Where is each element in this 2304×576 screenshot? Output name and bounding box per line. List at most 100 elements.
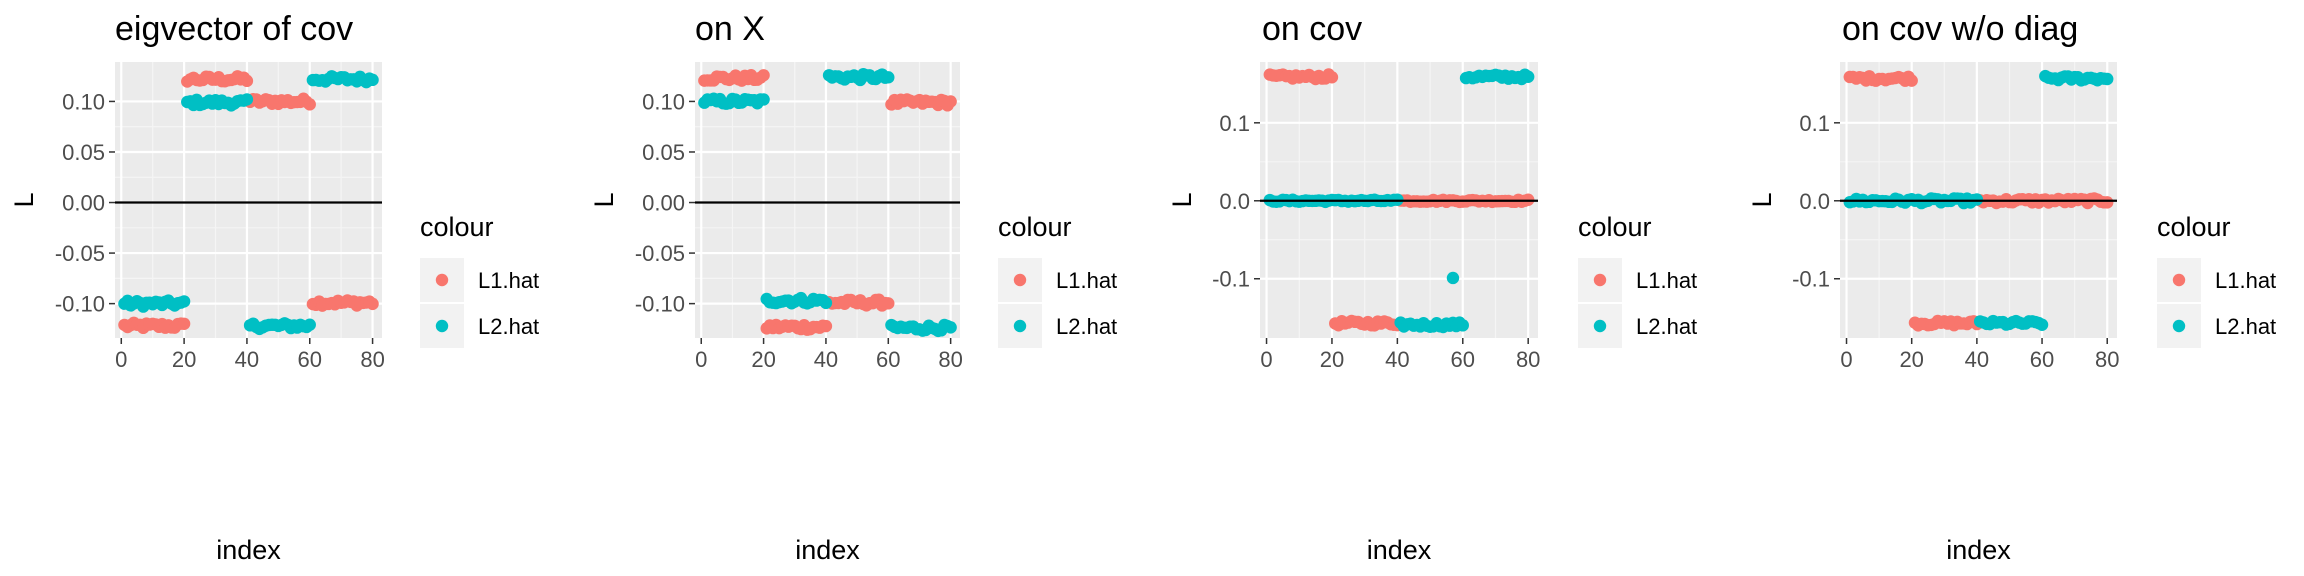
legend-label: L1.hat bbox=[1056, 268, 1117, 293]
legend-label: L1.hat bbox=[478, 268, 539, 293]
legend-swatch bbox=[1013, 319, 1027, 333]
legend-swatch bbox=[2172, 319, 2186, 333]
data-point bbox=[757, 69, 770, 82]
y-tick-label: -0.1 bbox=[1792, 267, 1830, 292]
data-point bbox=[177, 317, 191, 330]
x-tick-label: 80 bbox=[360, 347, 384, 372]
data-point bbox=[1521, 70, 1535, 83]
legend-title: colour bbox=[420, 212, 494, 242]
legend-label: L2.hat bbox=[2215, 314, 2276, 339]
data-point bbox=[240, 93, 254, 106]
legend: colour L1.hat L2.hat bbox=[1578, 212, 1697, 348]
data-point bbox=[819, 319, 833, 333]
panel-title: on X bbox=[695, 10, 765, 48]
legend-swatch bbox=[1013, 273, 1027, 287]
legend: colour L1.hat L2.hat bbox=[420, 212, 539, 348]
data-point bbox=[882, 297, 895, 310]
legend-label: L1.hat bbox=[1636, 268, 1697, 293]
data-point bbox=[240, 74, 254, 88]
legend-swatch bbox=[435, 273, 449, 287]
x-tick-label: 20 bbox=[172, 347, 196, 372]
y-tick-label: -0.05 bbox=[55, 241, 105, 266]
series-L2.hat bbox=[698, 67, 957, 338]
x-axis-title: index bbox=[1367, 535, 1432, 565]
x-tick-label: 0 bbox=[1840, 347, 1852, 372]
x-tick-label: 80 bbox=[1516, 347, 1540, 372]
data-point bbox=[1905, 74, 1918, 87]
y-tick-label: 0.00 bbox=[62, 191, 105, 216]
x-tick-label: 40 bbox=[235, 347, 259, 372]
x-tick-label: 80 bbox=[938, 347, 962, 372]
data-point bbox=[2101, 72, 2114, 86]
x-axis-title: index bbox=[216, 535, 281, 565]
y-axis-title: L bbox=[589, 192, 619, 207]
y-tick-label: 0.0 bbox=[1799, 189, 1830, 214]
x-tick-label: 0 bbox=[1260, 347, 1272, 372]
data-point bbox=[944, 95, 957, 108]
legend: colour L1.hat L2.hat bbox=[2157, 212, 2276, 348]
panel-4: -0.1 0.0 0.1 0 20 40 60 80 on cov w/o diag index L… bbox=[1747, 10, 2276, 565]
y-tick-label: -0.10 bbox=[635, 292, 685, 317]
legend-title: colour bbox=[1578, 212, 1652, 242]
y-tick-label: 0.0 bbox=[1219, 189, 1250, 214]
data-point bbox=[944, 321, 957, 334]
data-point bbox=[1970, 193, 1984, 206]
series-L1.hat bbox=[1843, 70, 2114, 332]
x-axis-title: index bbox=[1946, 535, 2011, 565]
y-axis-title: L bbox=[1747, 192, 1777, 207]
y-tick-label: -0.05 bbox=[635, 241, 685, 266]
panel-2: -0.10 -0.05 0.00 0.05 0.10 0 20 40 60 80 on X index… bbox=[589, 10, 1117, 565]
y-tick-label: 0.1 bbox=[1219, 111, 1250, 136]
y-tick-label: 0.05 bbox=[642, 140, 685, 165]
legend-label: L2.hat bbox=[1636, 314, 1697, 339]
panel-background bbox=[115, 62, 382, 338]
legend-swatch bbox=[2172, 273, 2186, 287]
x-tick-label: 40 bbox=[1965, 347, 1989, 372]
data-point bbox=[1446, 271, 1460, 285]
panel-title: on cov w/o diag bbox=[1842, 10, 2078, 48]
data-point bbox=[882, 71, 895, 84]
x-tick-label: 20 bbox=[1899, 347, 1923, 372]
y-tick-label: 0.05 bbox=[62, 140, 105, 165]
legend-title: colour bbox=[2157, 212, 2231, 242]
y-axis-title: L bbox=[1167, 192, 1197, 207]
legend-label: L2.hat bbox=[1056, 314, 1117, 339]
y-tick-label: -0.1 bbox=[1212, 267, 1250, 292]
y-tick-label: 0.10 bbox=[642, 89, 685, 114]
x-tick-label: 40 bbox=[814, 347, 838, 372]
data-point bbox=[366, 73, 379, 87]
data-point bbox=[1325, 71, 1339, 84]
data-point bbox=[366, 297, 379, 311]
y-tick-label: -0.10 bbox=[55, 292, 105, 317]
legend-swatch bbox=[1593, 273, 1607, 287]
x-axis-title: index bbox=[795, 535, 860, 565]
data-point bbox=[819, 296, 833, 310]
x-tick-label: 20 bbox=[751, 347, 775, 372]
x-tick-label: 0 bbox=[115, 347, 127, 372]
data-point bbox=[303, 318, 316, 331]
legend: colour L1.hat L2.hat bbox=[998, 212, 1117, 348]
data-point bbox=[2035, 318, 2049, 331]
series-L1.hat bbox=[118, 70, 379, 335]
x-tick-label: 60 bbox=[2030, 347, 2054, 372]
panel-1: -0.10 -0.05 0.00 0.05 0.10 0 20 40 60 80 eigvector… bbox=[9, 10, 539, 565]
x-tick-label: 40 bbox=[1385, 347, 1409, 372]
y-axis-title: L bbox=[9, 192, 39, 207]
data-point bbox=[303, 98, 316, 111]
series-L1.hat bbox=[698, 69, 957, 336]
legend-swatch bbox=[1593, 319, 1607, 333]
y-tick-label: 0.00 bbox=[642, 191, 685, 216]
legend-label: L1.hat bbox=[2215, 268, 2276, 293]
y-tick-label: 0.1 bbox=[1799, 111, 1830, 136]
data-point bbox=[177, 295, 191, 308]
data-point bbox=[2101, 196, 2114, 209]
legend-title: colour bbox=[998, 212, 1072, 242]
x-tick-label: 60 bbox=[876, 347, 900, 372]
data-point bbox=[1456, 319, 1469, 332]
x-tick-label: 60 bbox=[298, 347, 322, 372]
legend-label: L2.hat bbox=[478, 314, 539, 339]
x-tick-label: 20 bbox=[1320, 347, 1344, 372]
y-tick-label: 0.10 bbox=[62, 89, 105, 114]
